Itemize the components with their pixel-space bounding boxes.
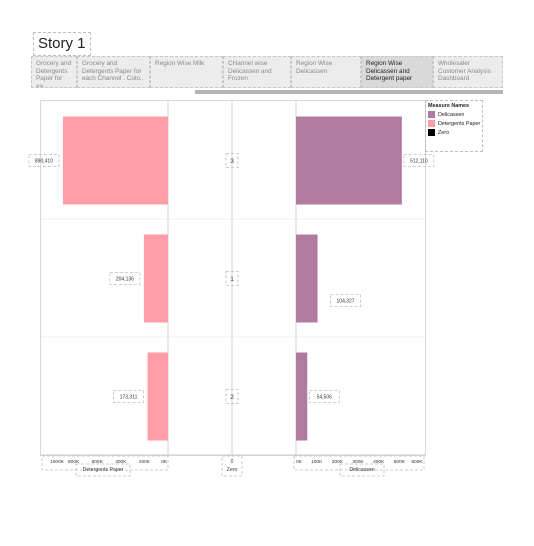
- axis-title-box: [339, 463, 385, 477]
- story-title: Story 1: [33, 32, 91, 56]
- story-point-7[interactable]: Wholesaler Customer Analysis Dashboard: [433, 56, 503, 88]
- legend-label: Detergents Paper: [438, 121, 481, 127]
- category-label: 3: [230, 158, 234, 165]
- story-point-3[interactable]: Region Wise Milk: [150, 56, 223, 88]
- legend-swatch: [428, 111, 435, 119]
- axis-tick-label: 500K: [394, 459, 406, 465]
- data-label-delicassen: 54,506: [317, 395, 333, 401]
- data-label-box: [403, 154, 435, 167]
- axis-tick-label: 0: [231, 459, 234, 465]
- axis-tick-label: 800K: [68, 459, 80, 465]
- axis-tick-box: [293, 455, 425, 471]
- axis-tick-label: 200K: [139, 459, 151, 465]
- story-navigator-scrollbar[interactable]: [195, 90, 503, 94]
- bar-detergents-paper[interactable]: [147, 352, 168, 441]
- legend-item[interactable]: Zero: [428, 129, 449, 137]
- legend-item[interactable]: Delicassen: [428, 111, 464, 119]
- bar-detergents-paper[interactable]: [62, 116, 168, 205]
- story-point-6[interactable]: Region Wise Delicassen and Detergent pap…: [361, 56, 433, 88]
- data-label-box: [113, 390, 144, 403]
- axis-tick-box: [41, 455, 169, 471]
- legend-item[interactable]: Detergents Paper: [428, 120, 480, 128]
- category-label: 2: [230, 394, 234, 401]
- story-point-4[interactable]: CHannel wise Delicassen and Frozen: [223, 56, 291, 88]
- axis-tick-box: [221, 455, 243, 477]
- bar-delicassen[interactable]: [296, 116, 402, 205]
- bar-detergents-paper[interactable]: [143, 234, 168, 323]
- story-navigator: Grocery and Detergents Paper for ea.. Gro…: [31, 56, 503, 90]
- bar-delicassen[interactable]: [296, 234, 318, 323]
- axis-tick-label: 400K: [373, 459, 385, 465]
- axis-tick-label: 600K: [92, 459, 104, 465]
- category-label: 1: [230, 276, 234, 283]
- axis-title-detergents-paper: Detergents Paper: [83, 467, 124, 473]
- legend: Measure Names Delicassen Detergents Paper…: [425, 100, 483, 152]
- data-label-delicassen: 104,327: [337, 299, 355, 305]
- axis-tick-label: 200K: [332, 459, 344, 465]
- legend-label: Delicassen: [438, 112, 465, 118]
- axis-tick-label: 100K: [311, 459, 323, 465]
- data-label-box: [330, 294, 361, 307]
- legend-swatch: [428, 120, 435, 128]
- axis-title-delicassen: Delicassen: [349, 467, 374, 473]
- axis-title-box: [75, 463, 131, 477]
- axis-tick-label: 300K: [352, 459, 364, 465]
- legend-label: Zero: [438, 130, 450, 136]
- category-label-box: [225, 271, 239, 286]
- data-label-delicassen: 512,110: [410, 159, 428, 165]
- data-label-detergents-paper: 173,311: [120, 395, 138, 401]
- story-point-1[interactable]: Grocery and Detergents Paper for ea..: [31, 56, 77, 88]
- data-label-box: [28, 154, 60, 167]
- story-point-5[interactable]: Region Wise Delicassen: [291, 56, 361, 88]
- axis-tick-label: 0K: [161, 459, 168, 465]
- axis-tick-label: 400K: [115, 459, 127, 465]
- story-point-2[interactable]: Grocery and Detergents Paper for each Ch…: [77, 56, 150, 88]
- axis-tick-label: 1000K: [50, 459, 65, 465]
- data-label-detergents-paper: 890,410: [35, 159, 53, 165]
- data-label-box: [109, 272, 141, 285]
- legend-swatch: [428, 129, 435, 137]
- bar-delicassen[interactable]: [296, 352, 308, 441]
- legend-title: Measure Names: [428, 103, 470, 109]
- axis-tick-label: 600K: [411, 459, 423, 465]
- category-label-box: [225, 153, 239, 168]
- category-label-box: [225, 389, 239, 404]
- axis-tick-label: 0K: [296, 459, 303, 465]
- data-label-detergents-paper: 204,136: [116, 277, 134, 283]
- data-label-box: [308, 390, 340, 403]
- axis-title-zero: Zero: [227, 467, 238, 473]
